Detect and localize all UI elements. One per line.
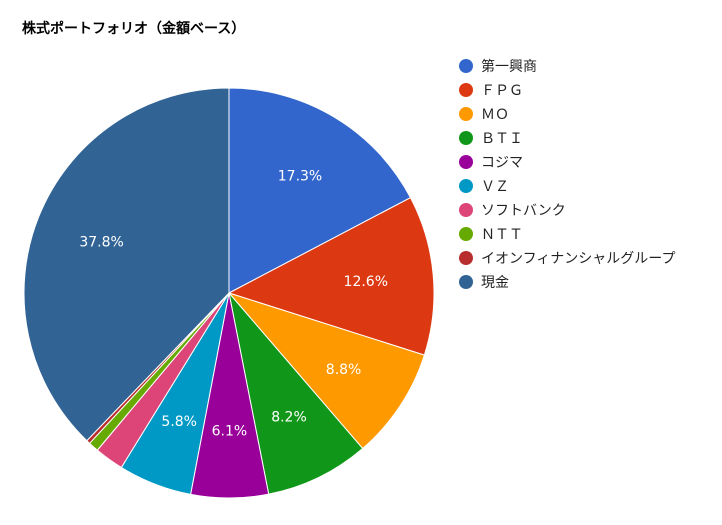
legend-marker: [459, 227, 473, 241]
pie-slice[interactable]: [228, 291, 364, 495]
slice-percent-label: 17.3%: [278, 168, 322, 184]
legend-entry-label[interactable]: 第一興商: [481, 58, 537, 75]
chart-title: 株式ポートフォリオ（金額ベース）: [22, 20, 245, 37]
pie-slice-labels: 17.3% 12.6% 8.8% 8.2% 6.1% 5.8% 37.8%: [79, 168, 388, 439]
slice-percent-label: 8.8%: [326, 362, 362, 378]
slice-percent-label: 5.8%: [161, 414, 197, 430]
legend-marker: [459, 203, 473, 217]
legend-marker: [459, 275, 473, 289]
slice-percent-label: 12.6%: [344, 274, 388, 290]
pie-slice[interactable]: [228, 87, 412, 294]
pie-slices: [23, 87, 435, 499]
legend-entry-label[interactable]: ＭＯ: [481, 107, 509, 123]
legend-marker: [459, 83, 473, 97]
legend-entry-label[interactable]: コジマ: [481, 155, 523, 171]
legend-marker: [459, 107, 473, 121]
legend-entry-label[interactable]: ＦＰＧ: [481, 83, 523, 99]
legend-marker: [459, 155, 473, 169]
legend-entry-label[interactable]: ＮＴＴ: [481, 227, 523, 243]
legend-marker: [459, 131, 473, 145]
pie-slice[interactable]: [227, 291, 425, 450]
pie-slice[interactable]: [227, 196, 435, 356]
legend-entry-label[interactable]: ＢＴＩ: [481, 131, 523, 147]
slice-percent-label: 37.8%: [79, 235, 123, 251]
pie-slice[interactable]: [23, 87, 230, 442]
legend-entry-label[interactable]: イオンフィナンシャルグループ: [481, 251, 675, 267]
legend-entry-label[interactable]: ソフトバンク: [481, 203, 566, 219]
legend-marker: [459, 59, 473, 73]
legend-entry-label[interactable]: ＶＺ: [481, 179, 509, 195]
legend-entry-label[interactable]: 現金: [481, 275, 509, 291]
legend-marker: [459, 179, 473, 193]
slice-percent-label: 6.1%: [212, 423, 248, 439]
legend: 第一興商 ＦＰＧ ＭＯ ＢＴＩ コジマ ＶＺ ソフトバンク ＮＴＴ イオンフィナンシャルグループ…: [459, 58, 675, 291]
legend-marker: [459, 251, 473, 265]
slice-percent-label: 8.2%: [271, 410, 307, 426]
